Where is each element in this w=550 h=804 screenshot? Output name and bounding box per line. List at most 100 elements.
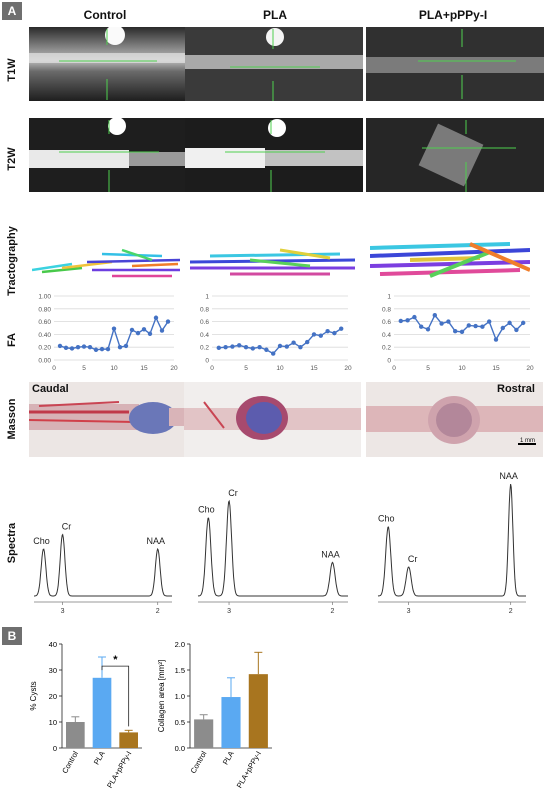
row-label-tractography: Tractography <box>6 226 18 296</box>
fa-data-point <box>446 319 451 324</box>
masson-label-rostral: Rostral <box>497 383 535 395</box>
fa-ytick-label: 0.4 <box>200 332 209 339</box>
bar-ytick-label: 0.5 <box>175 718 185 727</box>
mri-t2w-control <box>29 118 207 192</box>
fa-data-point <box>480 324 485 329</box>
bar-ylabel: Collagen area [mm²] <box>157 660 166 732</box>
masson-control <box>29 382 206 457</box>
spectrum-peak-label-cr: Cr <box>62 521 72 531</box>
fa-data-point <box>311 332 317 337</box>
fa-data-point <box>507 320 512 326</box>
fa-chart-pla-pppy: 00.20.40.60.810 5 10 15 20 <box>382 294 534 373</box>
fa-data-point <box>521 320 526 326</box>
bar-category-label: PLA <box>221 750 236 767</box>
bar-ylabel: % Cysts <box>29 681 38 710</box>
row-label-masson: Masson <box>6 398 18 440</box>
fa-data-point <box>105 346 111 352</box>
spectrum-tick-label: 3 <box>227 608 231 615</box>
fa-data-point <box>230 344 235 349</box>
bar-category-label: PLA <box>92 750 107 767</box>
fa-data-point <box>493 337 499 342</box>
fa-data-point <box>216 345 221 351</box>
fa-data-point <box>93 347 99 352</box>
fa-data-point <box>57 343 63 349</box>
bar-ytick-label: 1.5 <box>175 666 185 675</box>
bar-2 <box>119 732 138 748</box>
fa-data-point <box>165 319 171 324</box>
masson-pla-pppy <box>366 382 543 457</box>
fa-xtick-label: 5 <box>82 365 86 372</box>
row-label-t2w: T2W <box>6 147 18 171</box>
fa-ytick-label: 0.4 <box>382 332 391 339</box>
column-header-pla-pppy: PLA+pPPy-I <box>418 8 488 22</box>
spectrum-peak-label-naa: NAA <box>321 549 340 559</box>
fa-data-point <box>305 339 310 345</box>
fa-data-point <box>405 318 410 323</box>
fa-xtick-label: 10 <box>110 365 118 372</box>
fa-xtick-label: 5 <box>426 365 430 372</box>
fa-data-point <box>318 333 323 338</box>
fa-data-point <box>487 319 492 324</box>
fa-xtick-label: 0 <box>392 365 396 372</box>
fa-data-point <box>250 346 255 351</box>
spectrum-peak-label-naa: NAA <box>499 471 518 481</box>
spectrum-trace <box>34 533 172 597</box>
spectrum-peak-label-cr: Cr <box>228 488 238 498</box>
fa-xtick-label: 15 <box>492 365 500 372</box>
spectrum-tick-label: 2 <box>156 608 160 615</box>
fa-ytick-label: 0.8 <box>200 306 209 313</box>
bar-chart-collagen: 0.0 0.5 1.0 1.5 2.0 Collagen area [mm²] Contro… <box>157 640 272 790</box>
fa-ytick-label: 0 <box>205 358 209 365</box>
row-label-spectra: Spectra <box>6 522 18 564</box>
fa-data-point <box>284 344 289 349</box>
fa-data-point <box>514 327 519 333</box>
fa-data-point <box>159 328 165 333</box>
mri-t2w-pla-pppy <box>366 118 544 192</box>
spectrum-peak-label-cho: Cho <box>33 536 50 546</box>
fa-ytick-label: 1.00 <box>38 294 51 301</box>
fa-data-point <box>298 345 303 350</box>
fa-xtick-label: 15 <box>310 365 318 372</box>
fa-data-point <box>75 345 81 350</box>
fa-data-point <box>425 327 431 332</box>
mri-t1w-pla <box>185 27 363 101</box>
fa-xtick-label: 5 <box>244 365 248 372</box>
fa-data-point <box>129 327 135 333</box>
fa-data-point <box>63 345 69 351</box>
fa-ytick-label: 0.6 <box>382 319 391 326</box>
fa-data-point <box>398 318 403 324</box>
fa-data-point <box>243 345 249 350</box>
masson-label-caudal: Caudal <box>32 383 69 395</box>
fa-ytick-label: 0.80 <box>38 306 51 313</box>
mri-t2w-pla <box>185 118 363 192</box>
bar-category-label: PLA+pPPy-I <box>235 750 263 790</box>
spectrum-trace <box>377 484 526 597</box>
mri-t1w-control <box>29 27 207 101</box>
fa-data-point <box>237 343 242 348</box>
fa-data-point <box>264 347 269 352</box>
fa-xtick-label: 20 <box>344 365 352 372</box>
spectrum-trace <box>197 499 348 597</box>
bar-ytick-label: 0.0 <box>175 744 185 753</box>
row-label-fa: FA <box>6 332 18 348</box>
spectrum-pla-pppy: 3 2 Cho Cr NAA <box>377 471 526 615</box>
fa-ytick-label: 0.60 <box>38 319 51 326</box>
fa-xtick-label: 20 <box>170 365 178 372</box>
bar-ytick-label: 20 <box>49 692 57 701</box>
panel-a-tag: A <box>2 2 22 20</box>
fa-data-point <box>153 315 159 320</box>
significance-asterisk: * <box>113 654 118 666</box>
fa-data-point <box>123 343 129 349</box>
panel-b-tag: B <box>2 627 22 645</box>
spectrum-peak-label-naa: NAA <box>146 536 165 546</box>
bar-1 <box>92 677 112 748</box>
fa-ytick-label: 0.8 <box>382 306 391 313</box>
bar-category-label: PLA+pPPy-I <box>105 750 133 790</box>
fa-xtick-label: 10 <box>276 365 284 372</box>
fa-data-point <box>325 329 330 334</box>
spectrum-control: 3 2 Cho Cr NAA <box>33 521 172 615</box>
fa-ytick-label: 0.2 <box>382 345 391 352</box>
fa-data-point <box>412 314 417 320</box>
fa-data-point <box>291 340 296 345</box>
